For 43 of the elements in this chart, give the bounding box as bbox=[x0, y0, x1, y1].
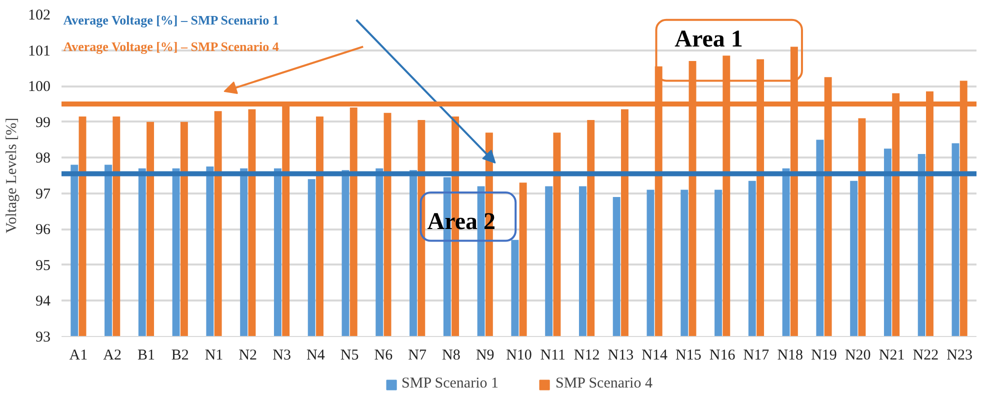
x-tick-label: N4 bbox=[306, 348, 326, 364]
y-tick-label: 98 bbox=[36, 150, 50, 167]
y-tick-label: 97 bbox=[36, 186, 51, 202]
x-tick-label: N6 bbox=[374, 348, 394, 364]
x-tick-label: N1 bbox=[204, 348, 224, 364]
x-tick-label: N15 bbox=[676, 348, 702, 364]
x-tick-label: B1 bbox=[137, 348, 155, 364]
y-axis-title: Voltage Levels [%] bbox=[4, 118, 20, 234]
y-tick-label: 95 bbox=[36, 258, 50, 274]
legend-label: SMP Scenario 4 bbox=[556, 376, 652, 392]
y-tick-label: 94 bbox=[36, 294, 51, 310]
x-tick-label: A2 bbox=[103, 348, 122, 364]
y-tick-label: 93 bbox=[36, 330, 50, 346]
x-tick-label: N19 bbox=[811, 348, 837, 364]
x-tick-label: N7 bbox=[408, 348, 427, 364]
y-tick-label: 101 bbox=[28, 43, 50, 60]
x-tick-label: N21 bbox=[878, 348, 905, 364]
x-tick-label: N12 bbox=[574, 348, 600, 364]
x-tick-label: N16 bbox=[709, 348, 736, 364]
x-tick-label: N10 bbox=[506, 348, 532, 364]
y-tick-label: 99 bbox=[36, 114, 50, 131]
x-tick-label: N9 bbox=[476, 348, 494, 364]
x-tick-label: N5 bbox=[340, 348, 359, 364]
ref-line-label: Average Voltage [%] – SMP Scenario 1 bbox=[63, 12, 279, 28]
x-tick-label: B2 bbox=[171, 348, 189, 364]
x-tick-label: N11 bbox=[540, 348, 566, 364]
legend-label: SMP Scenario 1 bbox=[402, 376, 498, 392]
x-tick-label: A1 bbox=[69, 348, 88, 364]
x-tick-label: N2 bbox=[238, 348, 258, 364]
x-tick-label: N17 bbox=[743, 348, 770, 364]
x-tick-label: N8 bbox=[442, 348, 460, 364]
y-tick-label: 96 bbox=[36, 222, 51, 238]
x-tick-label: N14 bbox=[642, 348, 668, 364]
ref-line-label: Average Voltage [%] – SMP Scenario 4 bbox=[63, 39, 280, 54]
x-tick-label: N3 bbox=[272, 348, 291, 364]
y-tick-label: 102 bbox=[28, 8, 50, 24]
x-tick-label: N22 bbox=[912, 348, 939, 364]
annotation: Area 1 bbox=[674, 26, 743, 53]
y-tick-label: 100 bbox=[28, 79, 50, 96]
x-tick-label: N18 bbox=[777, 348, 804, 364]
x-tick-label: N20 bbox=[844, 348, 871, 364]
x-tick-label: N13 bbox=[608, 348, 634, 364]
x-tick-label: N23 bbox=[946, 348, 972, 364]
